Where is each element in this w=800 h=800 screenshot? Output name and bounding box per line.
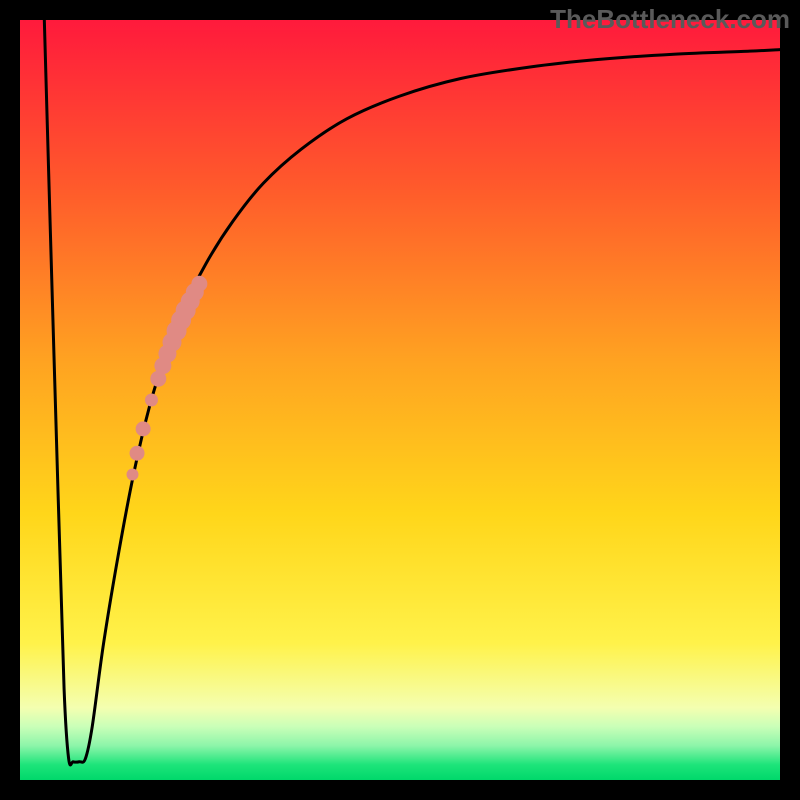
bottleneck-chart xyxy=(0,0,800,800)
highlight-marker xyxy=(191,276,207,292)
highlight-marker xyxy=(126,468,138,480)
highlight-marker xyxy=(145,394,158,407)
highlight-marker xyxy=(130,446,145,461)
highlight-marker xyxy=(136,421,151,436)
watermark-text: TheBottleneck.com xyxy=(550,4,790,35)
chart-container: TheBottleneck.com xyxy=(0,0,800,800)
plot-background xyxy=(20,20,780,780)
